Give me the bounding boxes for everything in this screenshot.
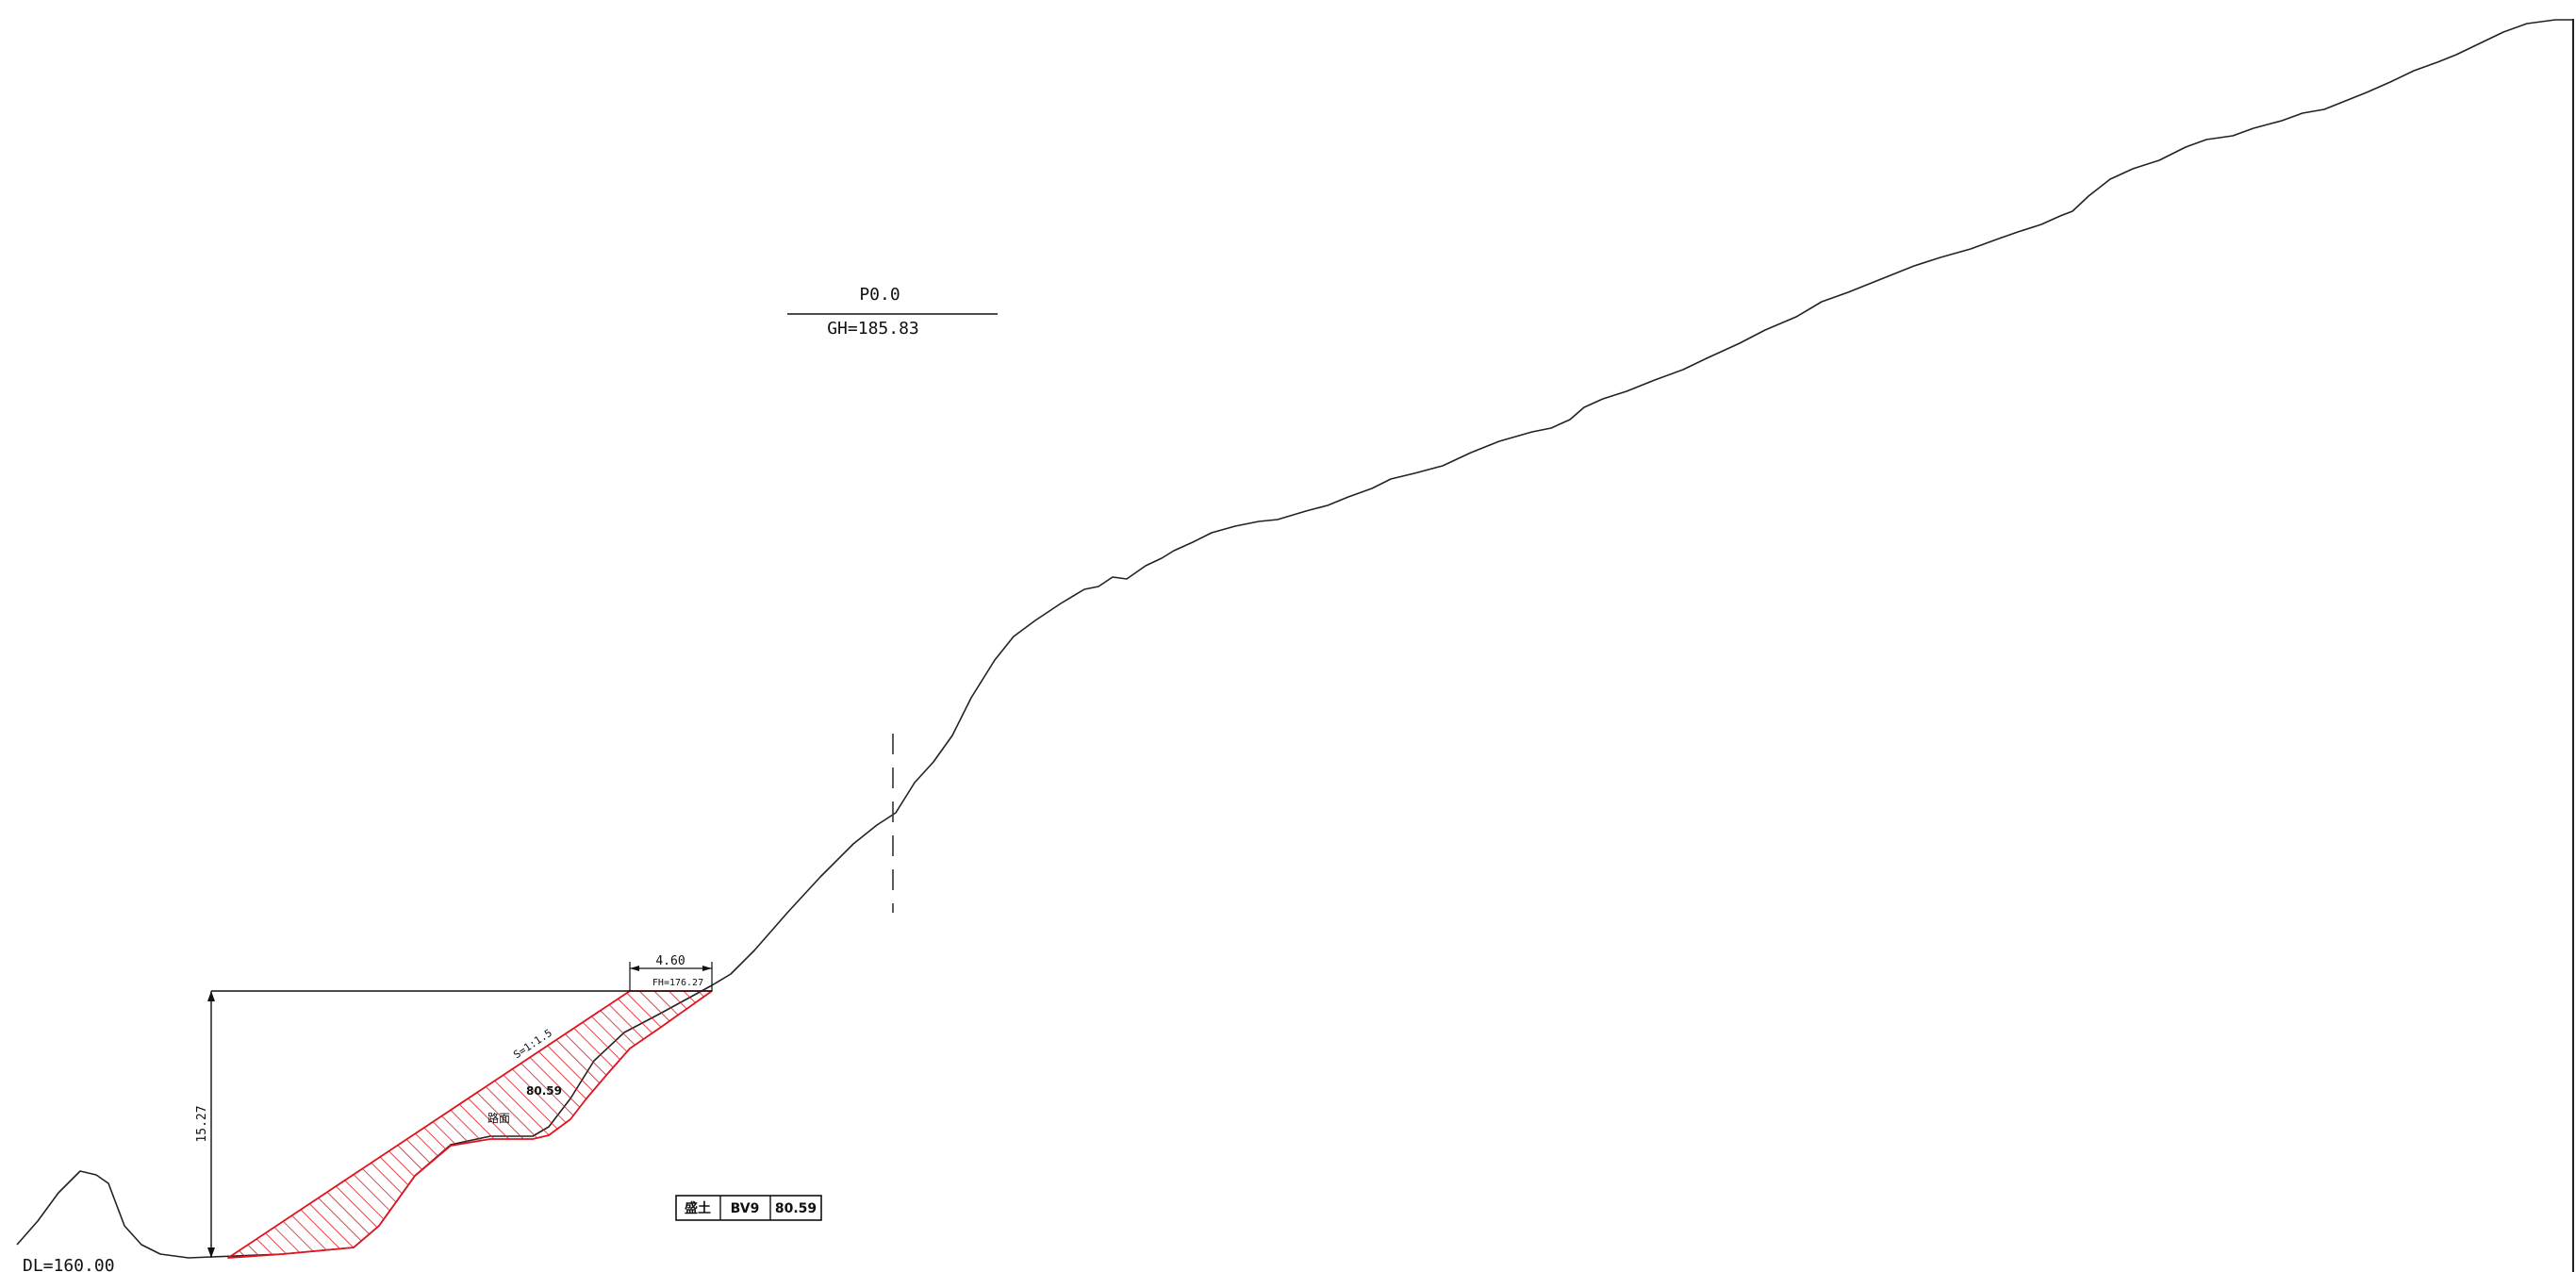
fill-area-value: 80.59: [526, 1084, 562, 1098]
width-dimension-arrow-right: [702, 966, 712, 971]
station-name: P0.0: [859, 285, 900, 305]
fill-area-hatch: [227, 990, 713, 1259]
summary-table: 盛土 BV9 80.59: [675, 1195, 822, 1221]
vertical-dimension-label: 15.27: [195, 1105, 209, 1142]
datum-label: DL=160.00: [23, 1256, 115, 1272]
summary-table-cell-area: 80.59: [775, 1201, 817, 1216]
vertical-dimension-arrow-top: [207, 991, 215, 1001]
summary-table-border: [675, 1195, 822, 1221]
width-dimension-label: 4.60: [655, 954, 685, 968]
formation-height-label: FH=176.27: [652, 978, 703, 988]
summary-table-cell-code: BV9: [731, 1201, 760, 1216]
summary-table-cell-type: 盛土: [685, 1200, 711, 1216]
width-dimension-arrow-left: [630, 966, 639, 971]
vertical-dimension-arrow-bottom: [207, 1247, 215, 1258]
ground-height-label: GH=185.83: [827, 319, 919, 339]
road-surface-label: 路面: [487, 1111, 510, 1125]
ground-profile-line: [16, 19, 2573, 1259]
